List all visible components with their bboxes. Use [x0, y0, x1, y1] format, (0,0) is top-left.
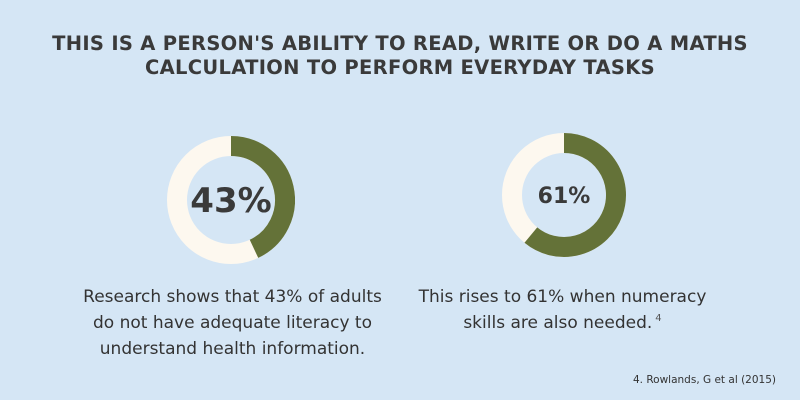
caption-line: understand health information. — [99, 339, 366, 359]
title-line-1: THIS IS A PERSON'S ABILITY TO READ, WRIT… — [52, 32, 748, 55]
donut-arc — [230, 136, 295, 258]
donut-chart-numeracy: 61% — [502, 133, 626, 257]
donut-center-label: 43% — [190, 181, 271, 221]
caption-numeracy: This rises to 61% when numeracy skills a… — [395, 284, 730, 336]
donut-center-label: 61% — [538, 184, 591, 209]
caption-line: This rises to 61% when numeracy — [418, 287, 707, 307]
caption-line: Research shows that 43% of adults — [83, 287, 382, 307]
caption-line-text: skills are also needed. — [463, 313, 653, 333]
caption-literacy: Research shows that 43% of adults do not… — [60, 284, 405, 362]
title-line-2: CALCULATION TO PERFORM EVERYDAY TASKS — [145, 56, 655, 79]
caption-line: do not have adequate literacy to — [93, 313, 372, 333]
donut-chart-literacy: 43% — [167, 136, 295, 264]
source-citation: 4. Rowlands, G et al (2015) — [632, 374, 776, 386]
donut-arc — [524, 133, 626, 257]
page-title: THIS IS A PERSON'S ABILITY TO READ, WRIT… — [0, 32, 800, 80]
footnote-marker: 4 — [655, 313, 662, 325]
caption-line: skills are also needed. 4 — [395, 310, 730, 336]
